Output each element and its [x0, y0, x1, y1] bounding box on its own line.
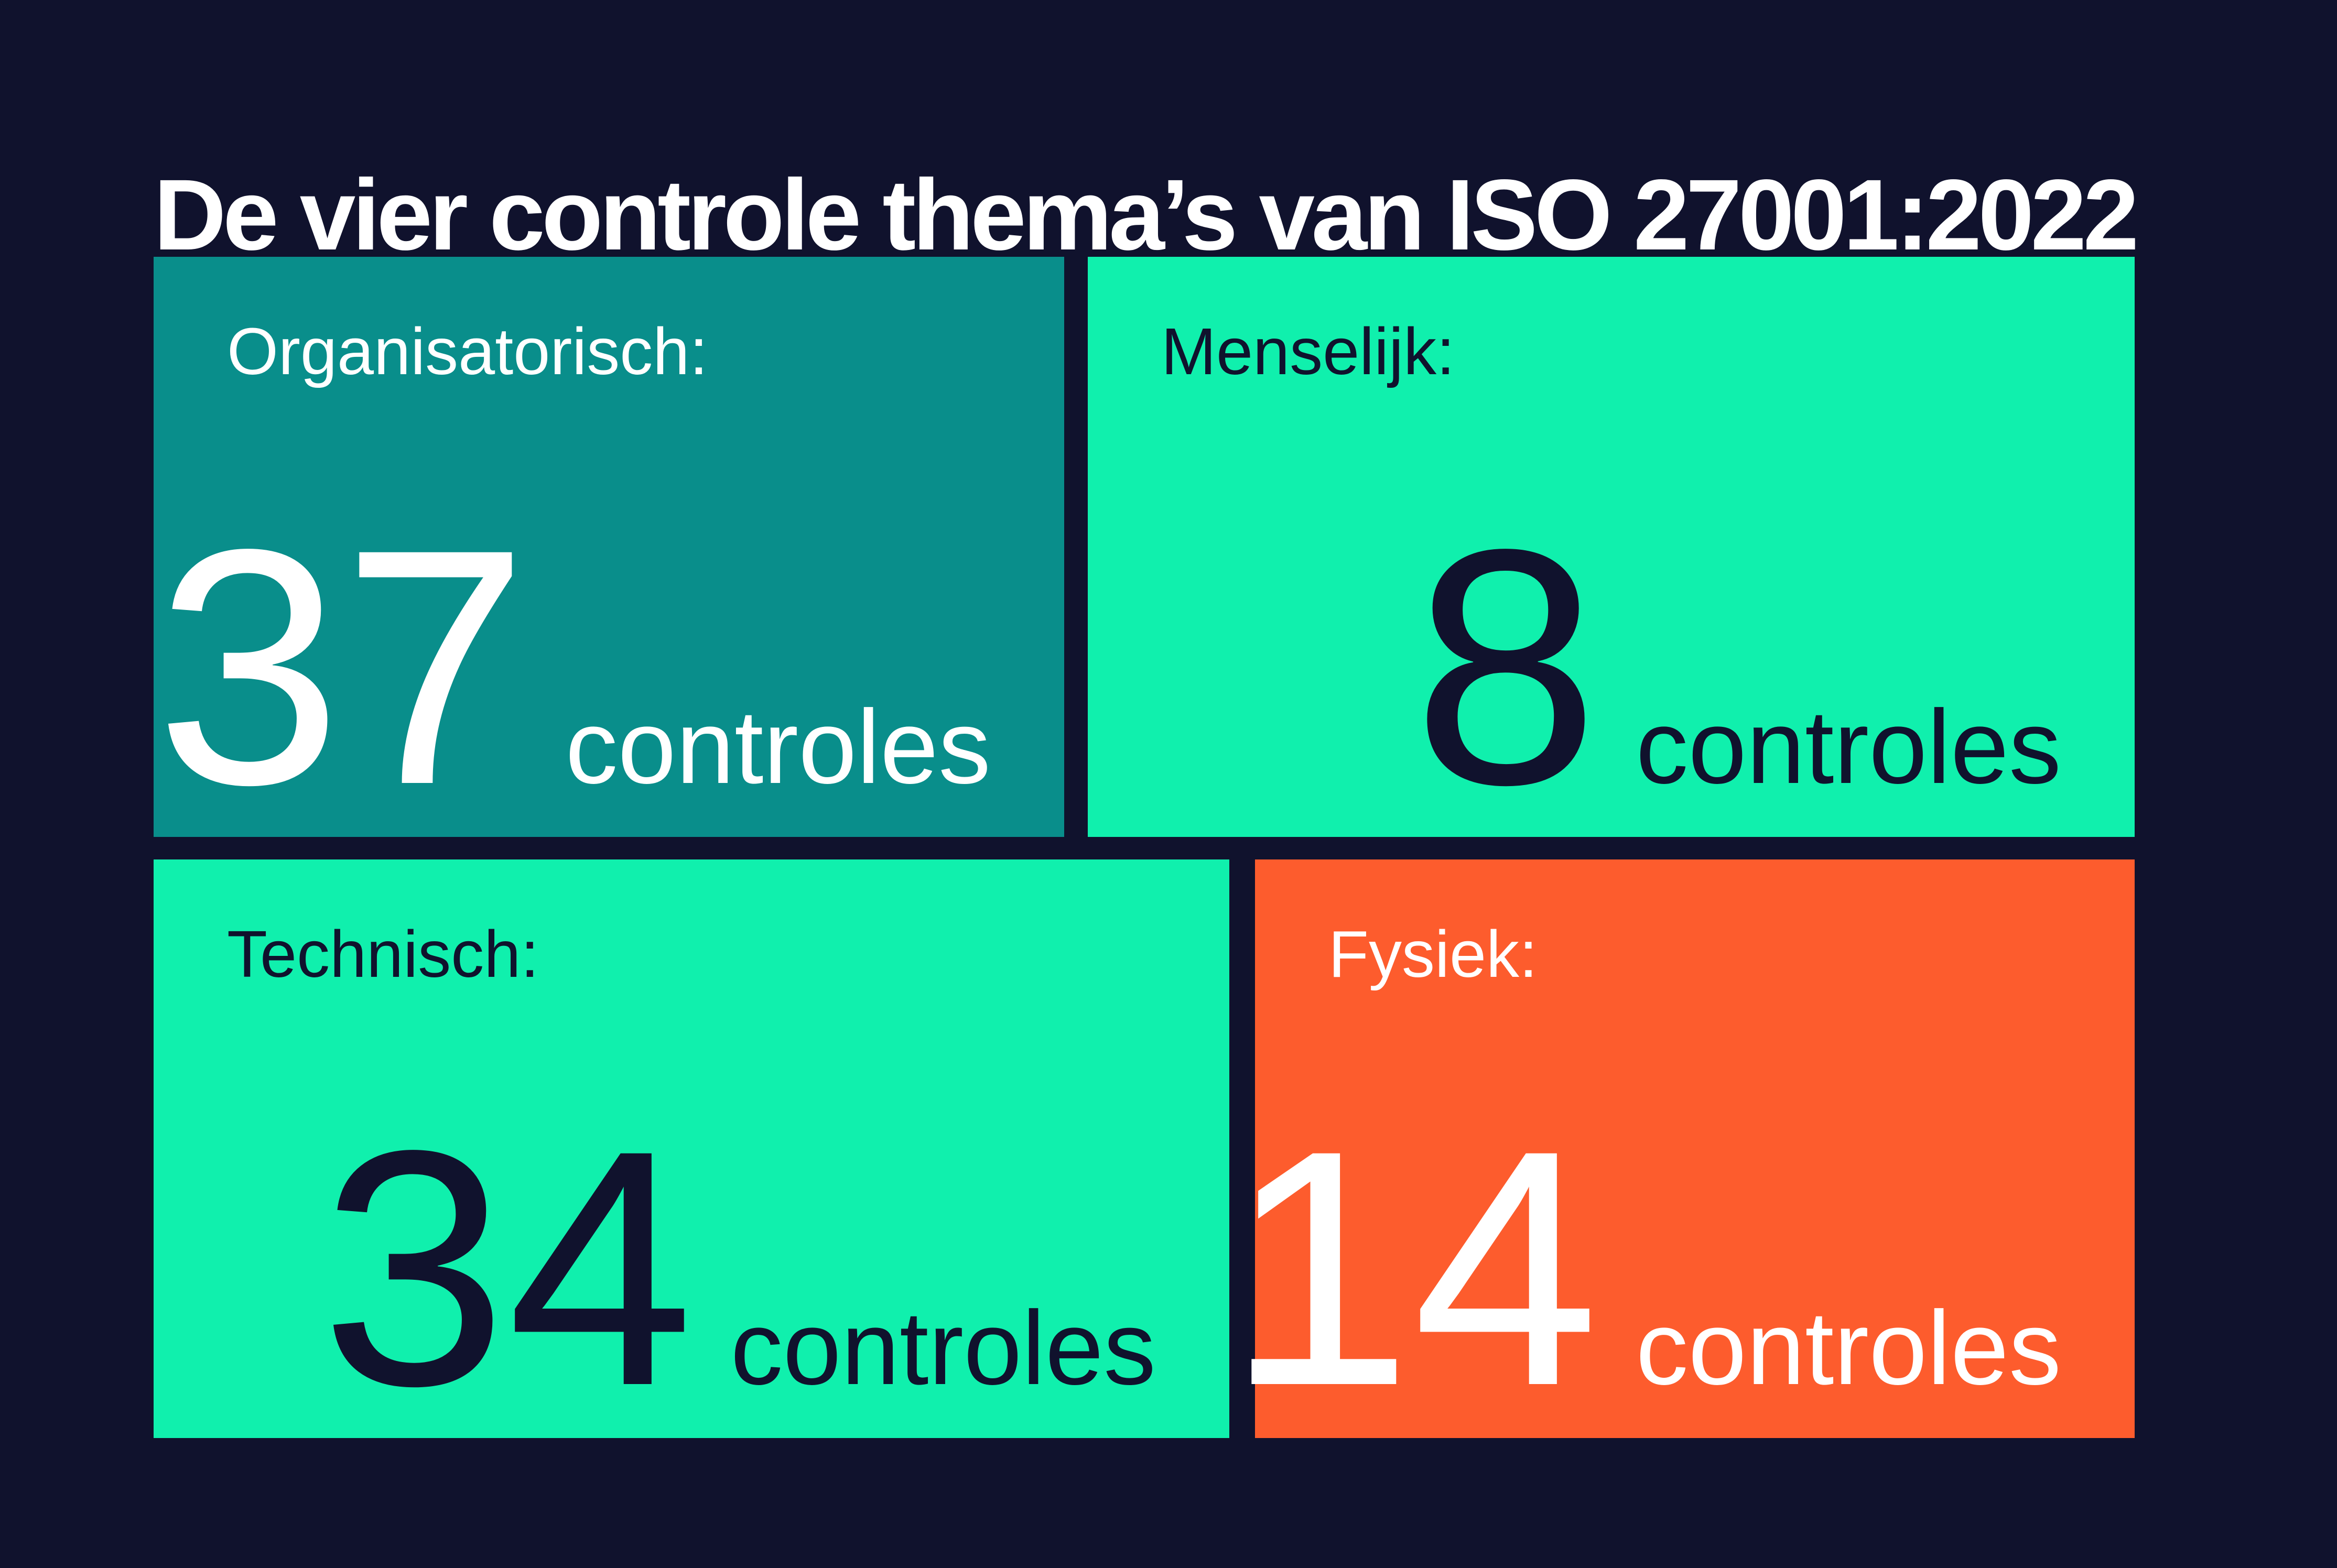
- card-unit: controles: [1636, 689, 2061, 805]
- card-label: Fysiek:: [1328, 917, 1538, 991]
- card-label: Organisatorisch:: [227, 314, 708, 388]
- card-label: Menselijk:: [1161, 314, 1455, 388]
- card-unit: controles: [730, 1290, 1156, 1407]
- card-unit: controles: [1636, 1290, 2061, 1407]
- value-row: 34 controles: [154, 1101, 1229, 1436]
- card-menselijk: Menselijk: 8 controles: [1088, 257, 2135, 837]
- page-title: De vier controle thema’s van ISO 27001:2…: [154, 158, 2139, 271]
- card-value: 8: [1412, 480, 1599, 854]
- card-fysiek: Fysiek: 14 controles: [1226, 859, 2135, 1438]
- card-organisatorisch: Organisatorisch: 37 controles: [154, 257, 1064, 837]
- card-value: 34: [320, 1081, 694, 1455]
- card-label: Technisch:: [227, 917, 539, 991]
- card-unit: controles: [565, 689, 991, 805]
- value-row: 37 controles: [154, 499, 1064, 835]
- card-value: 14: [1226, 1081, 1599, 1455]
- value-row: 14 controles: [1226, 1101, 2135, 1436]
- card-technisch: Technisch: 34 controles: [154, 859, 1229, 1438]
- value-row: 8 controles: [1088, 499, 2135, 835]
- card-value: 37: [155, 480, 529, 854]
